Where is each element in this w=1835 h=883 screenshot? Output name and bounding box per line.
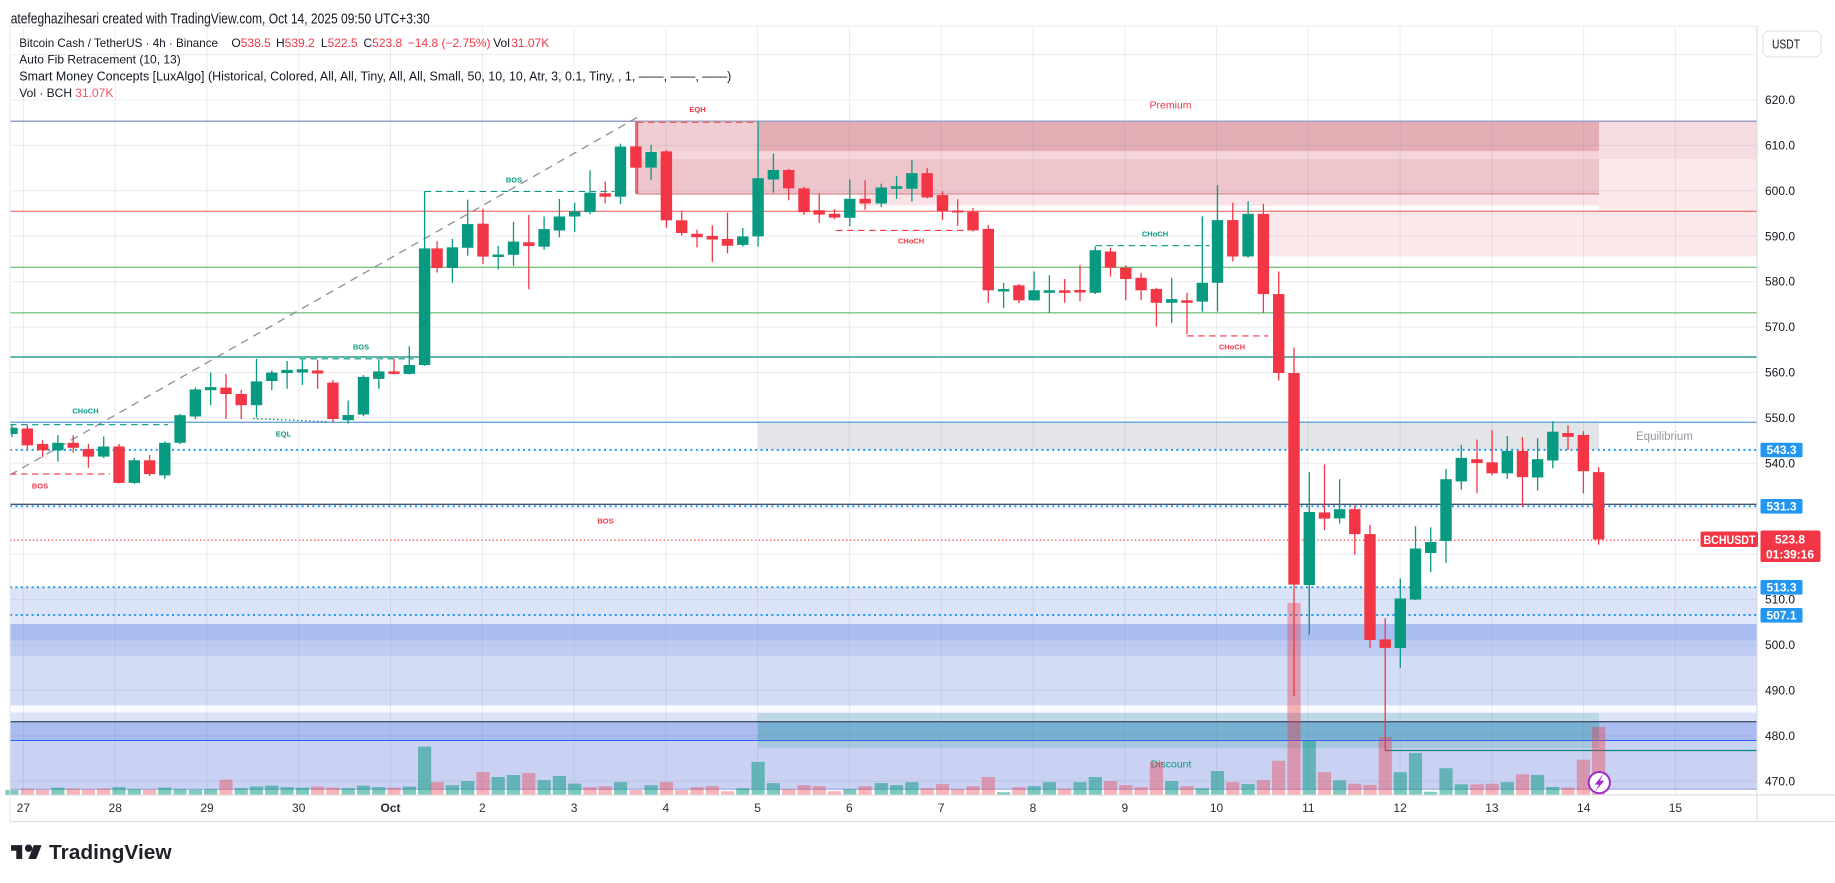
- svg-text:BOS: BOS: [597, 517, 613, 526]
- svg-text:TradingView: TradingView: [49, 841, 172, 864]
- svg-text:5: 5: [754, 801, 761, 815]
- svg-text:Discount: Discount: [1151, 759, 1192, 771]
- svg-text:28: 28: [109, 801, 123, 815]
- svg-text:550.0: 550.0: [1765, 411, 1795, 425]
- svg-text:8: 8: [1030, 801, 1037, 815]
- svg-text:590.0: 590.0: [1765, 229, 1795, 243]
- svg-text:10: 10: [1210, 801, 1224, 815]
- svg-text:BOS: BOS: [353, 343, 369, 352]
- svg-text:510.0: 510.0: [1765, 593, 1795, 607]
- svg-text:490.0: 490.0: [1765, 683, 1795, 697]
- svg-text:570.0: 570.0: [1765, 320, 1795, 334]
- svg-text:Bitcoin Cash / TetherUS · 4h ·: Bitcoin Cash / TetherUS · 4h · Binance O5…: [19, 36, 549, 50]
- svg-text:CHoCH: CHoCH: [1219, 343, 1245, 352]
- svg-text:BOS: BOS: [32, 482, 48, 491]
- svg-text:12: 12: [1393, 801, 1407, 815]
- svg-text:6: 6: [846, 801, 853, 815]
- svg-text:500.0: 500.0: [1765, 638, 1795, 652]
- svg-text:513.3: 513.3: [1766, 581, 1796, 595]
- svg-text:543.3: 543.3: [1766, 443, 1796, 457]
- svg-text:560.0: 560.0: [1765, 366, 1795, 380]
- svg-text:2: 2: [479, 801, 486, 815]
- svg-text:USDT: USDT: [1772, 38, 1800, 52]
- svg-text:atefeghazihesari created with: atefeghazihesari created with TradingVie…: [11, 11, 430, 28]
- svg-text:EQL: EQL: [276, 430, 292, 439]
- svg-text:BOS: BOS: [506, 176, 522, 185]
- svg-text:Equilibrium: Equilibrium: [1636, 431, 1693, 443]
- svg-text:Smart Money Concepts [LuxAlgo]: Smart Money Concepts [LuxAlgo] (Historic…: [19, 70, 731, 84]
- svg-text:EQH: EQH: [689, 105, 705, 114]
- svg-text:3: 3: [571, 801, 578, 815]
- svg-text:BCHUSDT: BCHUSDT: [1704, 535, 1756, 547]
- svg-text:531.3: 531.3: [1766, 500, 1796, 514]
- svg-text:600.0: 600.0: [1765, 184, 1795, 198]
- svg-text:7: 7: [938, 801, 945, 815]
- svg-text:Auto Fib Retracement (10, 13): Auto Fib Retracement (10, 13): [19, 53, 180, 67]
- svg-text:523.8: 523.8: [1775, 533, 1805, 547]
- svg-text:480.0: 480.0: [1765, 729, 1795, 743]
- svg-text:01:39:16: 01:39:16: [1766, 548, 1814, 562]
- svg-text:CHoCH: CHoCH: [898, 237, 924, 246]
- svg-text:610.0: 610.0: [1765, 138, 1795, 152]
- svg-text:4: 4: [663, 801, 670, 815]
- svg-text:470.0: 470.0: [1765, 774, 1795, 788]
- svg-text:Oct: Oct: [380, 801, 400, 815]
- svg-text:14: 14: [1577, 801, 1591, 815]
- svg-text:15: 15: [1669, 801, 1683, 815]
- svg-text:27: 27: [17, 801, 31, 815]
- svg-text:507.1: 507.1: [1766, 609, 1796, 623]
- svg-text:9: 9: [1121, 801, 1128, 815]
- svg-text:29: 29: [200, 801, 214, 815]
- svg-text:620.0: 620.0: [1765, 93, 1795, 107]
- svg-text:CHoCH: CHoCH: [72, 407, 98, 416]
- svg-text:580.0: 580.0: [1765, 275, 1795, 289]
- svg-text:11: 11: [1302, 801, 1315, 815]
- svg-text:30: 30: [292, 801, 306, 815]
- svg-text:13: 13: [1485, 801, 1499, 815]
- svg-text:Premium: Premium: [1149, 100, 1191, 112]
- svg-text:540.0: 540.0: [1765, 456, 1795, 470]
- svg-text:CHoCH: CHoCH: [1142, 230, 1168, 239]
